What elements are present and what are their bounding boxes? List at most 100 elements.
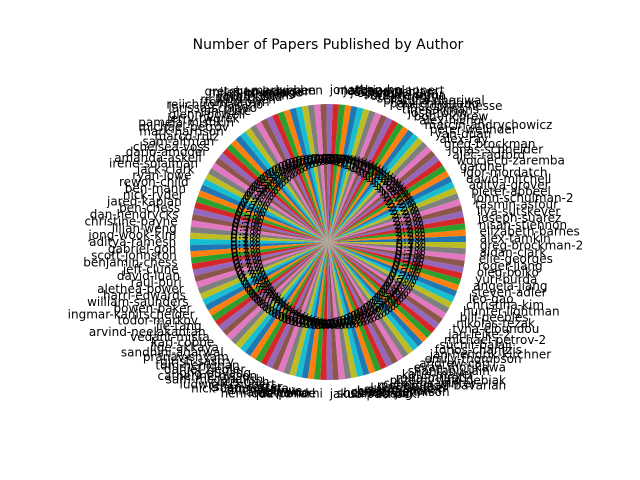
pie-label-yura-burda: yura-burda: [216, 90, 282, 104]
pie-label-jeff-clune: jeff-clune: [122, 262, 179, 276]
pie-pct-label-irene-solaiman: 0.7%: [242, 192, 273, 206]
pie-pct-label-rewon-child: 0.7%: [237, 202, 268, 216]
pie-slice-david-mitchell: [328, 181, 455, 242]
pie-slice-alec-radford: [328, 160, 443, 242]
pie-slice-richard-chen: [277, 111, 328, 242]
pie-slice-raul-puri: [194, 242, 328, 282]
pie-slice-jared-kaplan: [194, 202, 328, 242]
pie-label-michael-petrov: michael-petrov: [138, 120, 228, 134]
pie-label-filip-wolski: filip-wolski: [232, 87, 295, 101]
pie-label-david-mitchell: david-mitchell: [466, 172, 551, 186]
pie-label-pamela-mishkin: pamela-mishkin: [138, 116, 234, 130]
pie-pct-label-reiichiro-nakano: 0.7%: [277, 160, 308, 174]
pie-label-christy-dennison: christy-dennison: [350, 385, 449, 399]
pie-pct-label-jan-hendrik-kirchner: 0.7%: [368, 296, 399, 310]
pie-label-alec-radford: alec-radford: [452, 148, 525, 162]
pie-pct-label-roger-jiang: 0.7%: [395, 248, 426, 262]
pie-pct-label-catherine-olsson: 0.7%: [274, 308, 305, 322]
pie-slice-ingmar-kanitscheider: [205, 242, 328, 311]
pie-pct-label-ilge-akkaya: 0.7%: [253, 293, 284, 307]
pie-label-paul-christiano: paul-christiano: [390, 96, 479, 110]
pie-label-sandhini-agarwal: sandhini-agarwal: [121, 345, 224, 359]
pie-slice-william-saunders: [200, 242, 328, 300]
pie-slice-christine-payne: [190, 220, 328, 242]
pie-slice-lilian-weng: [190, 226, 328, 242]
pie-label-alex-ray: alex-ray: [440, 132, 489, 146]
pie-label-scott-johnston: scott-johnston: [91, 249, 177, 263]
pie-label-aidan-clark: aidan-clark: [480, 245, 547, 259]
pie-pct-label-jonathan-ho: 0.7%: [314, 152, 345, 166]
pie-label-yan-duan: yan-duan: [435, 127, 492, 141]
pie-label-suchir-balaji: suchir-balaji: [440, 338, 512, 352]
pie-pct-label-tom-brown: 0.7%: [281, 159, 312, 173]
pie-label-catherine-olsson: catherine-olsson: [158, 369, 258, 383]
pie-slice-tasmin-asfour: [328, 205, 463, 242]
pie-pct-label-shantanu-jain: 0.7%: [356, 305, 387, 319]
pie-pct-label-xi-chen: 0.7%: [310, 152, 341, 166]
pie-pct-label-aditya-grover: 2.2%: [390, 204, 421, 218]
pie-pct-label-gretchen-krueger: 0.7%: [302, 153, 333, 167]
pie-pct-label-sandhini-agarwal: 0.7%: [256, 295, 287, 309]
pie-slice-michael-petrov: [235, 135, 328, 242]
pie-slice-joshua-achiam: [328, 105, 352, 242]
pie-slice-john-schulman-2: [328, 199, 461, 242]
pie-label-durk-kingma: durk-kingma: [370, 89, 446, 103]
pie-label-ingmar-kanitscheider: ingmar-kanitscheider: [68, 307, 195, 321]
pie-pct-label-amanda-askell: 0.7%: [244, 189, 275, 203]
pie-pct-label-ben-mann: 0.7%: [235, 206, 266, 220]
pie-pct-label-steven-adler: 0.7%: [391, 263, 422, 277]
pie-slice-ben-mann: [197, 190, 328, 242]
pie-pct-label-mira-murati: 0.7%: [350, 309, 381, 323]
pie-label-elizabeth-barnes: elizabeth-barnes: [480, 225, 580, 239]
pie-slice-jeffrey-wu: [328, 104, 346, 243]
pie-label-greg-brockman: greg-brockman: [444, 137, 535, 151]
pie-slice-nick-ryder: [195, 196, 328, 242]
pie-label-jakub-pachocki: jakub-pachocki: [329, 387, 420, 401]
pie-pct-label-scott-johnston: 0.7%: [230, 243, 261, 257]
pie-label-chris-olah: chris-olah: [211, 375, 270, 389]
pie-label-katie-mayer: katie-mayer: [402, 368, 474, 382]
pie-slice-oleg-boiko: [328, 242, 464, 273]
pie-label-david-farhi: david-farhi: [258, 387, 323, 401]
pie-label-ben-mann: ben-mann: [125, 181, 186, 195]
pie-pct-label-jeff-clune: 0.7%: [231, 250, 262, 264]
pie-slice-tom-brown: [271, 113, 328, 243]
pie-label-fotios-chantzis: fotios-chantzis: [435, 343, 522, 357]
pie-pct-label-ingmar-kanitscheider: 0.7%: [240, 275, 271, 289]
pie-pct-label-susan-zhang: 0.7%: [317, 318, 348, 332]
pie-slice-mark-harrison: [230, 139, 328, 242]
pie-pct-label-filip-wolski: 0.7%: [295, 154, 326, 168]
pie-pct-label-scott-gray: 1.1%: [339, 157, 370, 171]
pie-label-rewon-child: rewon-child: [119, 175, 189, 189]
pie-slice-suchir-balaji: [328, 242, 432, 338]
pie-label-alethea-power: alethea-power: [97, 282, 184, 296]
pie-slice-long-ouyang: [255, 242, 328, 363]
pie-pct-label-christy-dennison: 0.7%: [325, 317, 356, 331]
pie-pct-label-joseph-suarez: 2.2%: [395, 222, 426, 236]
pie-pct-label-suchir-balaji: 0.7%: [374, 291, 405, 305]
pie-pct-label-jeff-wu: 0.7%: [299, 317, 330, 331]
pie-label-shantanu-jain: shantanu-jain: [408, 364, 490, 378]
pie-pct-label-daniel-ziegler: 0.7%: [268, 304, 299, 318]
pie-label-ludwig-schubert: ludwig-schubert: [180, 378, 277, 392]
pie-slice-angela-jiang: [328, 242, 461, 285]
pie-label-leo-gao: leo-gao: [469, 292, 514, 306]
pie-pct-label-bowen-baker: 0.7%: [238, 271, 269, 285]
pie-slice-alex-tamkin: [328, 235, 466, 242]
pie-slice-benjamin-chess: [190, 242, 328, 264]
pie-label-tom-henighan: tom-henighan: [155, 358, 239, 372]
pie-label-vedant-misra: vedant-misra: [130, 330, 210, 344]
pie-slice-ludwig-schubert: [277, 242, 328, 373]
pie-label-sam-altman: sam-altman: [143, 135, 215, 149]
pie-slice-roger-jiang: [328, 242, 465, 267]
pie-slice-elizabeth-barnes: [328, 229, 466, 242]
pie-pct-label-jared-kaplan: 0.7%: [233, 213, 264, 227]
pie-slice-aidan-clark: [328, 242, 466, 255]
pie-pct-label-christina-kim: 0.7%: [388, 270, 419, 284]
pie-pct-label-josh-tobin: 1.4%: [356, 165, 387, 179]
pie-pct-label-nick-cammarata: 0.7%: [291, 315, 322, 329]
pie-slice-dan-hendrycks: [191, 214, 328, 242]
pie-label-prafulla-dhariwal: prafulla-dhariwal: [383, 94, 484, 108]
pie-pct-label-ryan-lowe: 0.7%: [238, 199, 269, 213]
pie-label-matthias-plappert: matthias-plappert: [337, 83, 445, 97]
